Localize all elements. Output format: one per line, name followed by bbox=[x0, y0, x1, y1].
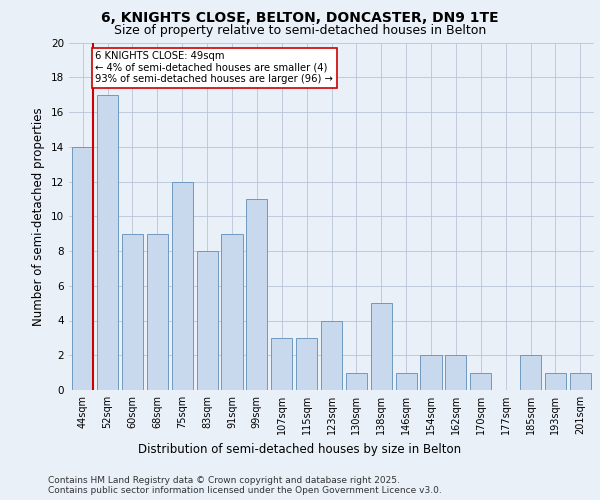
Bar bbox=[221, 234, 242, 390]
Bar bbox=[197, 251, 218, 390]
Bar bbox=[72, 147, 93, 390]
Bar bbox=[246, 199, 268, 390]
Bar bbox=[520, 355, 541, 390]
Bar bbox=[545, 372, 566, 390]
Bar bbox=[570, 372, 591, 390]
Bar bbox=[321, 320, 342, 390]
Text: 6, KNIGHTS CLOSE, BELTON, DONCASTER, DN9 1TE: 6, KNIGHTS CLOSE, BELTON, DONCASTER, DN9… bbox=[101, 11, 499, 25]
Bar bbox=[147, 234, 168, 390]
Bar bbox=[395, 372, 417, 390]
Bar bbox=[271, 338, 292, 390]
Bar bbox=[122, 234, 143, 390]
Text: Distribution of semi-detached houses by size in Belton: Distribution of semi-detached houses by … bbox=[139, 442, 461, 456]
Text: 6 KNIGHTS CLOSE: 49sqm
← 4% of semi-detached houses are smaller (4)
93% of semi-: 6 KNIGHTS CLOSE: 49sqm ← 4% of semi-deta… bbox=[95, 51, 333, 84]
Bar bbox=[296, 338, 317, 390]
Bar bbox=[421, 355, 442, 390]
Bar bbox=[470, 372, 491, 390]
Bar bbox=[346, 372, 367, 390]
Y-axis label: Number of semi-detached properties: Number of semi-detached properties bbox=[32, 107, 46, 326]
Text: Contains HM Land Registry data © Crown copyright and database right 2025.
Contai: Contains HM Land Registry data © Crown c… bbox=[48, 476, 442, 495]
Bar bbox=[445, 355, 466, 390]
Bar bbox=[172, 182, 193, 390]
Bar bbox=[97, 94, 118, 390]
Bar bbox=[371, 303, 392, 390]
Text: Size of property relative to semi-detached houses in Belton: Size of property relative to semi-detach… bbox=[114, 24, 486, 37]
